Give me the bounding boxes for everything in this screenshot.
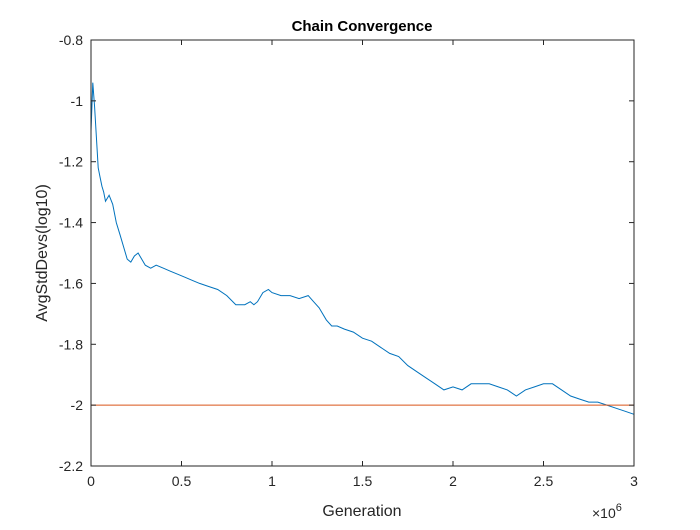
x-tick-label: 0 [87,473,95,489]
y-tick-label: -1.2 [59,154,83,170]
x-tick-label: 0.5 [172,473,192,489]
y-axis-label: AvgStdDevs(log10) [34,184,51,322]
x-tick-label: 1 [268,473,276,489]
y-tick-label: -0.8 [59,32,83,48]
y-ticks: -2.2 -2 -1.8 -1.6 -1.4 -1.2 -1 -0.8 [59,32,634,474]
x-multiplier-exponent: 6 [616,502,622,514]
y-tick-label: -1.8 [59,336,83,352]
x-multiplier: ×106 [592,502,622,521]
y-tick-label: -1.6 [59,275,83,291]
x-axis-label: Generation [322,503,401,520]
y-tick-label: -1 [71,93,84,109]
x-tick-label: 2.5 [534,473,554,489]
plot-lines [90,82,635,415]
y-tick-label: -2.2 [59,458,83,474]
series-line-1 [90,82,635,415]
axes-box [90,39,635,467]
y-tick-label: -1.4 [59,215,83,231]
x-tick-label: 1.5 [353,473,373,489]
chart-title: Chain Convergence [292,18,433,35]
y-tick-label: -2 [71,397,84,413]
x-tick-label: 2 [449,473,457,489]
x-ticks: 0 0.5 1 1.5 2 2.5 3 [87,40,638,489]
x-tick-label: 3 [630,473,638,489]
x-multiplier-base: ×10 [592,505,616,521]
